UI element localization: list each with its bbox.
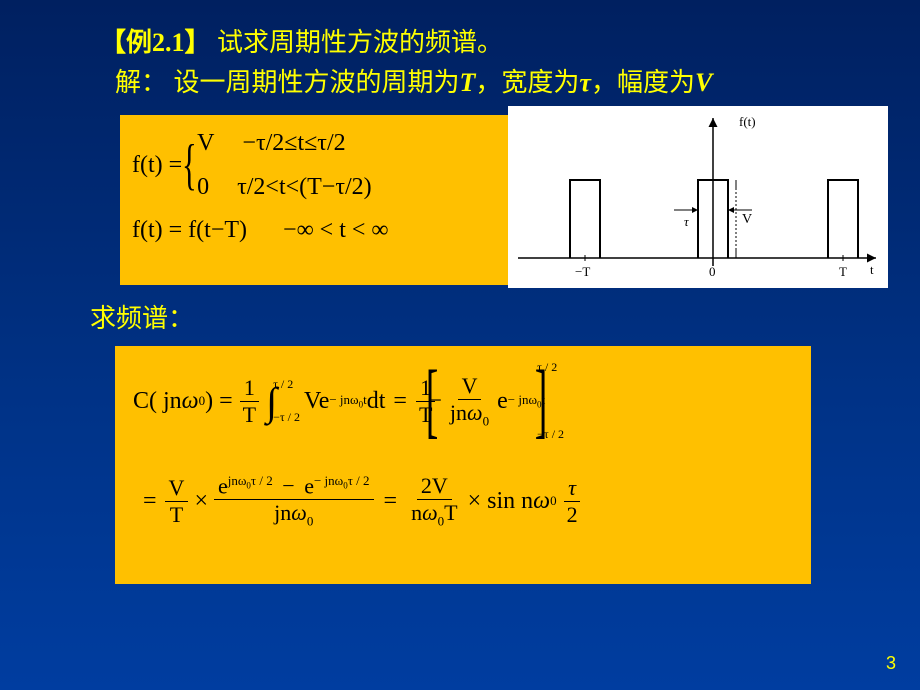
svg-text:V: V <box>742 212 752 227</box>
brace-icon: { <box>182 129 197 201</box>
example-title: 【例2.1】 试求周期性方波的频谱。 <box>100 22 503 59</box>
fourier-row-2: = V T × ejnω0τ / 2 − e− jnω0τ / 2 jnω0 =… <box>133 456 793 546</box>
periodic-eq: f(t) = f(t−T) <box>132 217 247 244</box>
section-label: 求频谱： <box>90 298 194 335</box>
piecewise-definition-box: f(t) = { V −τ/2≤t≤τ/2 0 τ/2<t<(T−τ/2) f( <box>120 115 514 285</box>
fourier-coefficient-box: C( jnω0) = 1 T ∫ τ / 2−τ / 2 Ve− jnω0t d… <box>115 346 811 584</box>
svg-text:t: t <box>870 262 874 277</box>
slide: 【例2.1】 试求周期性方波的频谱。 解： 设一周期性方波的周期为T，宽度为τ，… <box>0 0 920 690</box>
example-text: 试求周期性方波的频谱。 <box>217 28 503 57</box>
svg-text:τ: τ <box>684 214 690 229</box>
left-bracket-icon: [ <box>426 363 439 439</box>
svg-text:f(t): f(t) <box>739 114 756 129</box>
page-number: 3 <box>886 653 896 674</box>
svg-text:−T: −T <box>575 264 590 279</box>
fourier-row-1: C( jnω0) = 1 T ∫ τ / 2−τ / 2 Ve− jnω0t d… <box>133 356 793 446</box>
solution-line: 解： 设一周期性方波的周期为T，宽度为τ，幅度为V <box>115 62 712 99</box>
svg-text:T: T <box>839 264 847 279</box>
range-eq: −∞ < t < ∞ <box>283 217 389 244</box>
example-number: 【例2.1】 <box>100 28 217 57</box>
square-wave-diagram: τ Vf(t) t −T 0 T <box>508 106 888 288</box>
ft-lhs: f(t) = <box>132 152 182 179</box>
right-bracket-icon: ] <box>535 363 548 439</box>
svg-text:0: 0 <box>709 264 716 279</box>
square-wave-svg: τ Vf(t) t −T 0 T <box>508 106 888 288</box>
